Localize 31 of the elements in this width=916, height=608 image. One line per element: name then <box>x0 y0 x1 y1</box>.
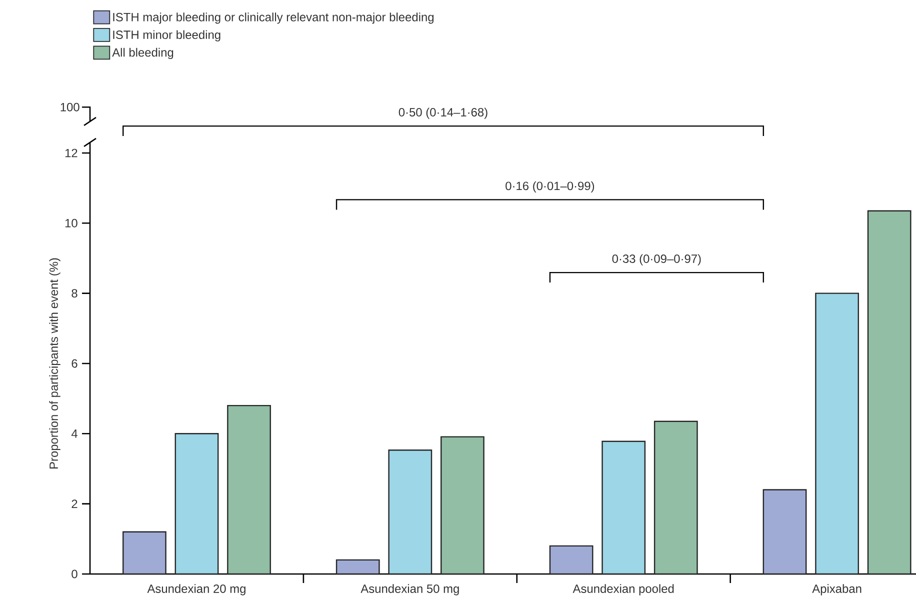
y-tick-label: 2 <box>72 500 78 508</box>
bar <box>440 436 484 575</box>
text: 100 <box>60 102 80 112</box>
y-axis-title: Proportion of participants with event (%) <box>49 258 60 468</box>
y-tick-label: 4 <box>71 430 78 438</box>
bar <box>867 210 912 575</box>
y-tick-label: 6 <box>72 359 78 368</box>
bar <box>549 545 594 575</box>
bar <box>227 404 271 575</box>
legend-label: ISTH minor bleeding <box>113 30 220 42</box>
x-tick-label: Asundexian pooled <box>572 584 674 596</box>
bar <box>815 292 859 575</box>
bar <box>174 433 219 575</box>
y-tick-label: 10 <box>65 218 78 228</box>
legend-label: ISTH major bleeding or clinically relevant non-major bleeding <box>113 12 434 24</box>
y-tick-label: 8 <box>72 289 78 298</box>
bar <box>122 531 166 575</box>
x-tick-label: Apixaban <box>812 584 862 596</box>
bar <box>654 420 698 575</box>
bar <box>602 440 646 575</box>
y-tick-label: 12 <box>65 148 78 158</box>
annotation: 0·16 (0·01–0·99) <box>506 181 594 193</box>
y-tick-label: 0 <box>72 570 78 578</box>
x-tick-label: Asundexian 20 mg <box>147 584 246 596</box>
text: 0·50 (0·14–1·68) <box>398 108 488 119</box>
annotation: 0·33 (0·09–0·97) <box>612 254 701 266</box>
bar <box>336 559 380 575</box>
bar <box>762 489 807 575</box>
legend-label: All bleeding <box>112 48 174 60</box>
bar <box>388 450 432 575</box>
x-tick-label: Asundexian 50 mg <box>360 584 459 596</box>
